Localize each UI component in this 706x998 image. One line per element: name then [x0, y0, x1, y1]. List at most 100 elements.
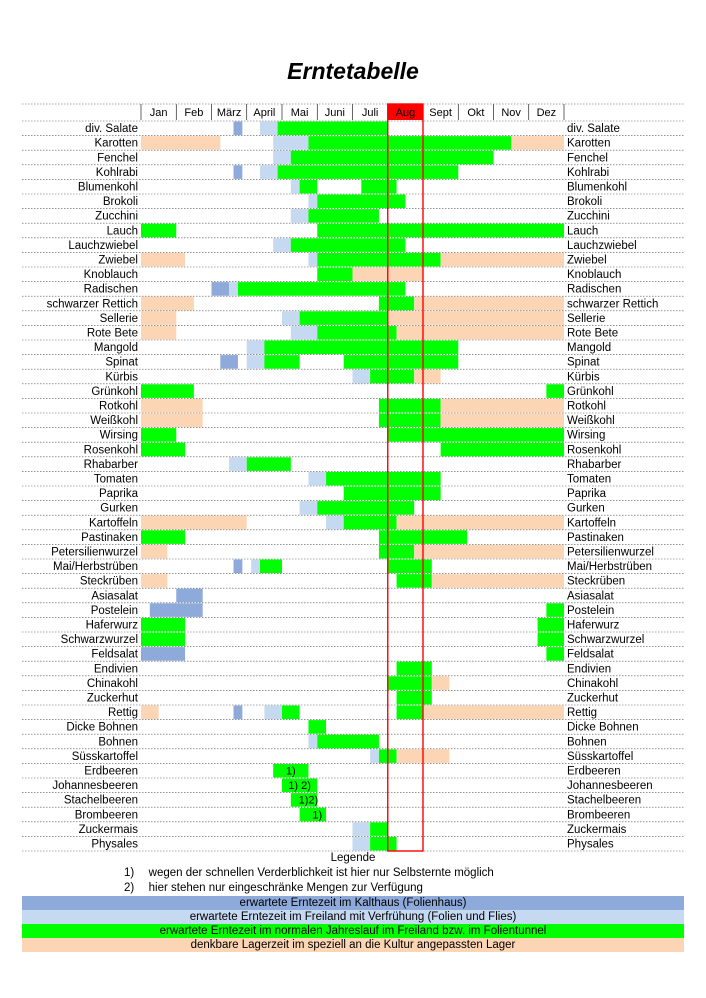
harvest-bar: [141, 530, 186, 544]
harvest-bar: [237, 282, 406, 296]
row-label-right: Tomaten: [567, 474, 611, 486]
month-label: Juli: [362, 107, 379, 119]
harvest-bar: [259, 121, 278, 136]
row-footnote-mark: 1): [286, 766, 296, 778]
harvest-bar: [343, 515, 397, 530]
harvest-bar: [290, 325, 318, 340]
harvest-bar: [431, 574, 564, 588]
harvest-bar: [290, 793, 318, 807]
harvest-bar: [396, 705, 423, 720]
harvest-bar: [141, 384, 194, 398]
harvest-bar: [220, 355, 238, 369]
row-label-right: Lauch: [567, 225, 598, 237]
page-title: Erntetabelle: [287, 58, 419, 84]
row-label-left: Süsskartoffel: [72, 751, 138, 763]
month-label: Sept: [429, 107, 452, 119]
row-label-left: Gurken: [100, 503, 138, 515]
harvest-bar: [396, 515, 564, 530]
row-label-right: Feldsalat: [567, 649, 614, 661]
harvest-bar: [141, 442, 186, 457]
harvest-bar: [378, 413, 441, 428]
month-label: März: [217, 107, 241, 119]
harvest-bar: [211, 282, 230, 296]
harvest-bar: [378, 398, 441, 413]
harvest-bar: [378, 296, 415, 311]
row-label-right: Blumenkohl: [567, 182, 627, 194]
row-label-right: Sellerie: [567, 313, 605, 325]
harvest-bar: [537, 632, 564, 647]
row-label-left: Lauchzwiebel: [68, 240, 138, 252]
harvest-bar: [414, 369, 441, 384]
row-label-right: Mai/Herbstrüben: [567, 561, 652, 573]
row-label-right: Rettig: [567, 707, 597, 719]
row-label-left: Postelein: [91, 605, 138, 617]
row-label-left: Paprika: [99, 488, 139, 500]
row-label-right: Schwarzwurzel: [567, 634, 644, 646]
legend-band-freiland: erwartete Erntezeit im normalen Jahresla…: [22, 924, 684, 938]
harvest-bar: [317, 267, 353, 282]
row-label-right: Pastinaken: [567, 532, 624, 544]
row-label-left: Stachelbeeren: [64, 795, 138, 807]
harvest-bar: [264, 340, 459, 355]
harvest-bar: [259, 559, 282, 574]
legend-band-verfruehung: erwartete Erntezeit im Freiland mit Verf…: [22, 910, 684, 924]
harvest-bar: [546, 647, 564, 661]
legend-band-kalthaus: erwartete Erntezeit im Kalthaus (Folienh…: [22, 896, 684, 910]
row-label-left: Wirsing: [100, 430, 138, 442]
legend-heading: Legende: [330, 852, 376, 864]
month-label: Nov: [501, 107, 521, 119]
harvest-bar: [317, 501, 415, 515]
row-label-left: Rotkohl: [99, 401, 138, 413]
harvest-bar: [141, 223, 177, 238]
harvest-bar: [431, 676, 450, 690]
harvest-bar: [317, 734, 379, 749]
harvest-bar: [361, 179, 397, 194]
harvest-bar: [233, 165, 243, 179]
harvest-bar: [396, 574, 432, 588]
month-label: Jan: [150, 107, 168, 119]
row-label-left: Mai/Herbstrüben: [53, 561, 138, 573]
harvest-bar: [299, 501, 318, 515]
row-label-left: Bohnen: [98, 736, 138, 748]
row-label-left: Kohlrabi: [96, 167, 138, 179]
row-label-right: div. Salate: [567, 123, 620, 135]
row-label-right: Mangold: [567, 342, 611, 354]
row-label-left: Haferwurz: [86, 620, 139, 632]
row-label-left: Brokoli: [103, 196, 138, 208]
harvest-bar: [273, 238, 291, 252]
harvest-bar: [290, 179, 300, 194]
row-label-left: Karotten: [95, 138, 138, 150]
harvest-bar: [352, 836, 371, 851]
month-label: Feb: [184, 107, 203, 119]
harvest-bar: [141, 515, 247, 530]
month-label: Aug: [396, 107, 416, 119]
legend-note-2: 2) hier stehen nur eingeschränke Mengen …: [124, 882, 423, 894]
harvest-bar: [141, 705, 159, 720]
harvest-bar: [141, 428, 177, 442]
row-label-left: Sellerie: [100, 313, 138, 325]
harvest-bar: [352, 822, 371, 836]
legend-note-1-mark: 1): [124, 867, 135, 879]
harvest-bar: [378, 544, 415, 559]
row-label-right: Karotten: [567, 138, 610, 150]
row-label-left: Rettig: [108, 707, 138, 719]
row-label-left: Blumenkohl: [78, 182, 138, 194]
row-label-right: Postelein: [567, 605, 614, 617]
harvest-bar: [141, 136, 221, 150]
harvest-bar: [290, 238, 406, 252]
row-label-right: Weißkohl: [567, 415, 615, 427]
harvest-bar: [141, 544, 168, 559]
row-footnote-mark: 1)2): [299, 795, 319, 807]
row-label-right: Zuckermais: [567, 824, 627, 836]
row-label-right: Rhabarber: [567, 459, 622, 471]
harvest-bar: [537, 617, 564, 632]
row-label-left: schwarzer Rettich: [47, 298, 138, 310]
row-label-right: Dicke Bohnen: [567, 722, 639, 734]
harvest-bar: [414, 296, 564, 311]
row-label-right: Erdbeeren: [567, 766, 621, 778]
harvest-bar: [233, 559, 243, 574]
row-label-left: Zuckermais: [79, 824, 139, 836]
row-label-left: Kartoffeln: [89, 517, 138, 529]
harvest-bar: [387, 428, 564, 442]
harvest-bar: [251, 559, 260, 574]
